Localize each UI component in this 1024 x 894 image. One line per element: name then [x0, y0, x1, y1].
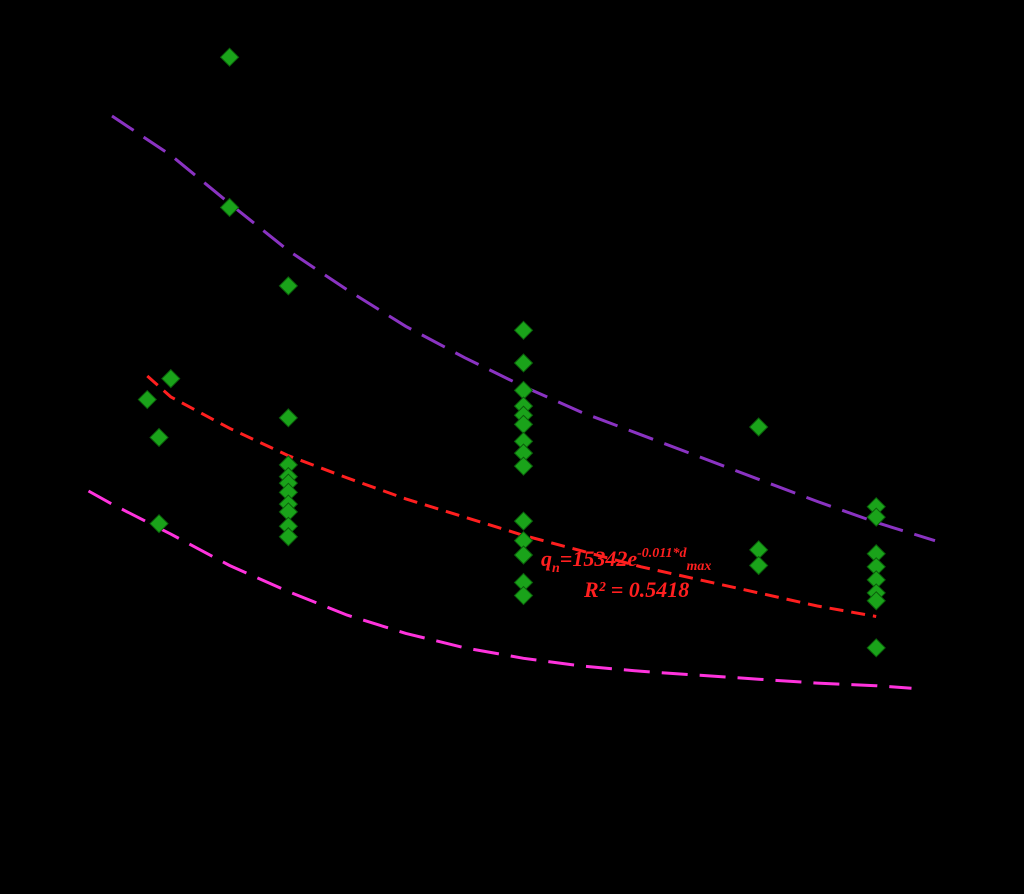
equation-subscript-max: max [687, 559, 712, 574]
lower-curve [87, 489, 912, 690]
equation-q: q [541, 546, 552, 571]
data-point-diamond [137, 389, 157, 410]
data-point-diamond [748, 417, 769, 437]
data-point-diamond [149, 427, 169, 448]
data-point-diamond [513, 320, 534, 341]
equation-subscript-n: n [552, 561, 560, 576]
data-point-diamond [866, 507, 886, 527]
data-point-diamond [513, 545, 534, 565]
data-points [137, 47, 886, 658]
data-point-diamond [219, 197, 240, 218]
data-point-diamond [513, 456, 534, 476]
data-point-diamond [748, 555, 769, 576]
data-point-diamond [278, 276, 299, 296]
data-point-diamond [513, 353, 534, 373]
data-point-diamond [161, 368, 181, 389]
data-point-diamond [866, 591, 886, 611]
data-point-diamond [513, 511, 534, 531]
r-squared-annotation: R² = 0.5418 [583, 577, 689, 602]
data-point-diamond [513, 585, 534, 606]
data-point-diamond [219, 47, 240, 67]
fit-curve [146, 374, 877, 618]
data-point-diamond [278, 408, 299, 428]
data-point-diamond [149, 513, 169, 534]
data-point-diamond [866, 638, 886, 658]
data-point-diamond [278, 527, 299, 547]
equation-exponent: -0.011*d [637, 546, 687, 561]
equation-annotation: qn=15342e-0.011*dmax [541, 546, 711, 576]
equation-body: =15342e [560, 546, 638, 571]
